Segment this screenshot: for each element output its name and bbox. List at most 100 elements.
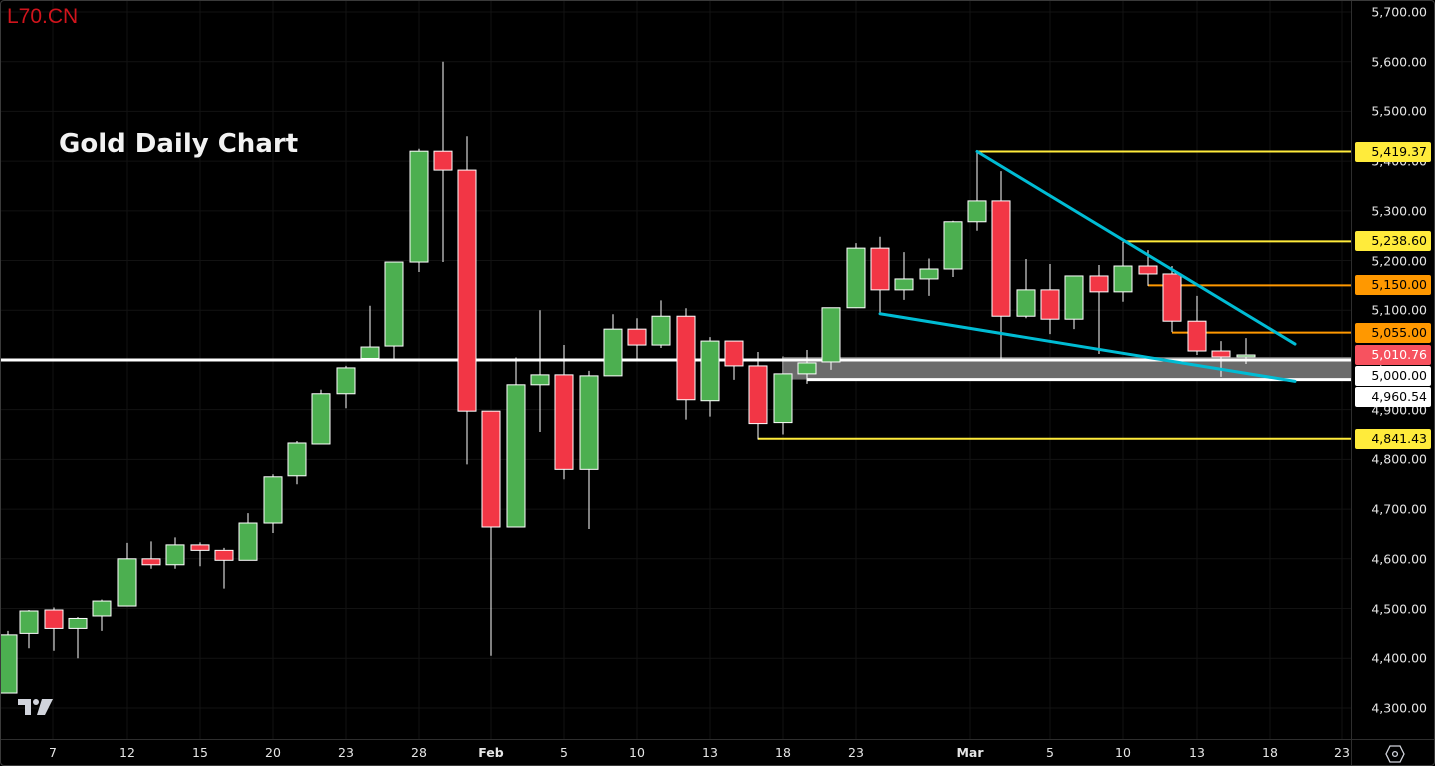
- time-tick-label: 10: [629, 745, 645, 760]
- hexagon-gear-icon: [1384, 745, 1405, 763]
- time-tick-label: 28: [411, 745, 427, 760]
- price-axis[interactable]: 5,700.005,600.005,500.005,400.005,300.00…: [1351, 1, 1434, 739]
- chart-settings-button[interactable]: [1351, 739, 1434, 765]
- candle-body: [943, 221, 963, 270]
- candle-body: [919, 268, 939, 280]
- candle-body: [797, 362, 817, 375]
- price-tick-label: 4,300.00: [1371, 700, 1427, 716]
- time-tick-label: 13: [702, 745, 718, 760]
- price-level-label: 5,238.60: [1355, 231, 1431, 252]
- trendline: [975, 150, 1297, 346]
- price-level-label: 5,010.76: [1355, 345, 1431, 365]
- time-tick-label: 15: [192, 745, 208, 760]
- time-tick-label: 10: [1115, 745, 1131, 760]
- candle-body: [409, 150, 429, 263]
- candle-body: [579, 375, 599, 470]
- watermark: L70.CN: [7, 5, 79, 28]
- candle-body: [1236, 354, 1256, 358]
- candle-body: [263, 476, 283, 524]
- candle-body: [165, 544, 185, 566]
- candle-body: [1089, 275, 1109, 293]
- candle-body: [141, 558, 161, 566]
- candle-body: [554, 374, 574, 470]
- candle-body: [384, 261, 404, 347]
- candle-body: [1064, 275, 1084, 320]
- time-tick-label: 23: [338, 745, 354, 760]
- candle-body: [1187, 320, 1207, 352]
- chart-title: Gold Daily Chart: [59, 129, 299, 159]
- candle-body: [1, 634, 18, 694]
- candle-body: [117, 558, 137, 607]
- price-tick-label: 5,600.00: [1371, 54, 1427, 70]
- candle-body: [530, 374, 550, 386]
- candle-body: [967, 200, 987, 223]
- candle-body: [1211, 350, 1231, 358]
- candle-body: [92, 600, 112, 617]
- candle-body: [1040, 289, 1060, 320]
- candle-body: [506, 384, 526, 528]
- candle-body: [481, 410, 501, 528]
- time-tick-label: 5: [560, 745, 568, 760]
- price-tick-label: 4,600.00: [1371, 551, 1427, 567]
- time-axis[interactable]: 7 12 15 20 23 28 Feb 5 10 13 18 23 Mar 5 10 13 18 23: [1, 739, 1351, 765]
- candle-body: [68, 617, 88, 629]
- candle-body: [870, 247, 890, 291]
- candle-body: [190, 544, 210, 551]
- time-tick-label: 23: [848, 745, 864, 760]
- candle-body: [311, 393, 331, 445]
- candle-body: [287, 442, 307, 477]
- candle-body: [846, 247, 866, 309]
- candle-body: [651, 315, 671, 346]
- candle-body: [1162, 273, 1182, 322]
- candle-body: [238, 522, 258, 561]
- time-tick-label: 20: [265, 745, 281, 760]
- support-zone: [784, 356, 1351, 380]
- time-tick-label: 5: [1046, 745, 1054, 760]
- candle-body: [360, 346, 380, 359]
- candle-body: [603, 328, 623, 377]
- time-tick-label: 23: [1334, 745, 1350, 760]
- candle-body: [700, 340, 720, 402]
- candle-body: [627, 328, 647, 346]
- time-tick-label: 18: [1262, 745, 1278, 760]
- candle-body: [214, 549, 234, 561]
- price-tick-label: 4,700.00: [1371, 501, 1427, 517]
- candle-body: [457, 169, 477, 412]
- candle-body: [44, 609, 64, 629]
- time-tick-label: 7: [49, 745, 57, 760]
- time-tick-label: 18: [775, 745, 791, 760]
- candle-body: [894, 278, 914, 291]
- candle-body: [1138, 265, 1158, 275]
- time-tick-label: 13: [1189, 745, 1205, 760]
- chart-plot-area[interactable]: L70.CN Gold Daily Chart: [1, 1, 1351, 739]
- tradingview-logo-icon[interactable]: [17, 697, 55, 717]
- candle-body: [1113, 265, 1133, 293]
- price-level-label: 5,419.37: [1355, 141, 1431, 162]
- price-tick-label: 4,500.00: [1371, 601, 1427, 617]
- price-tick-label: 5,100.00: [1371, 302, 1427, 318]
- price-tick-label: 4,400.00: [1371, 650, 1427, 666]
- candle-body: [724, 340, 744, 367]
- candle-body: [821, 307, 841, 363]
- price-level-label: 4,841.43: [1355, 428, 1431, 449]
- price-tick-label: 5,500.00: [1371, 103, 1427, 119]
- price-tick-label: 5,700.00: [1371, 4, 1427, 20]
- candlestick-chart: [1, 1, 1351, 739]
- trendline: [878, 312, 1297, 383]
- time-tick-label: Feb: [478, 745, 504, 760]
- price-tick-label: 5,200.00: [1371, 253, 1427, 269]
- candle-body: [748, 365, 768, 425]
- candle-body: [433, 150, 453, 171]
- price-level-label: 5,000.00: [1355, 366, 1431, 386]
- price-level-label: 5,150.00: [1355, 275, 1431, 296]
- candle-body: [773, 373, 793, 424]
- candle-body: [991, 200, 1011, 317]
- price-level-label: 5,055.00: [1355, 322, 1431, 343]
- time-tick-label: Mar: [956, 745, 984, 760]
- price-level-label: 4,960.54: [1355, 387, 1431, 407]
- price-tick-label: 4,800.00: [1371, 451, 1427, 467]
- time-tick-label: 12: [119, 745, 135, 760]
- candle-body: [336, 367, 356, 395]
- candle-body: [676, 315, 696, 401]
